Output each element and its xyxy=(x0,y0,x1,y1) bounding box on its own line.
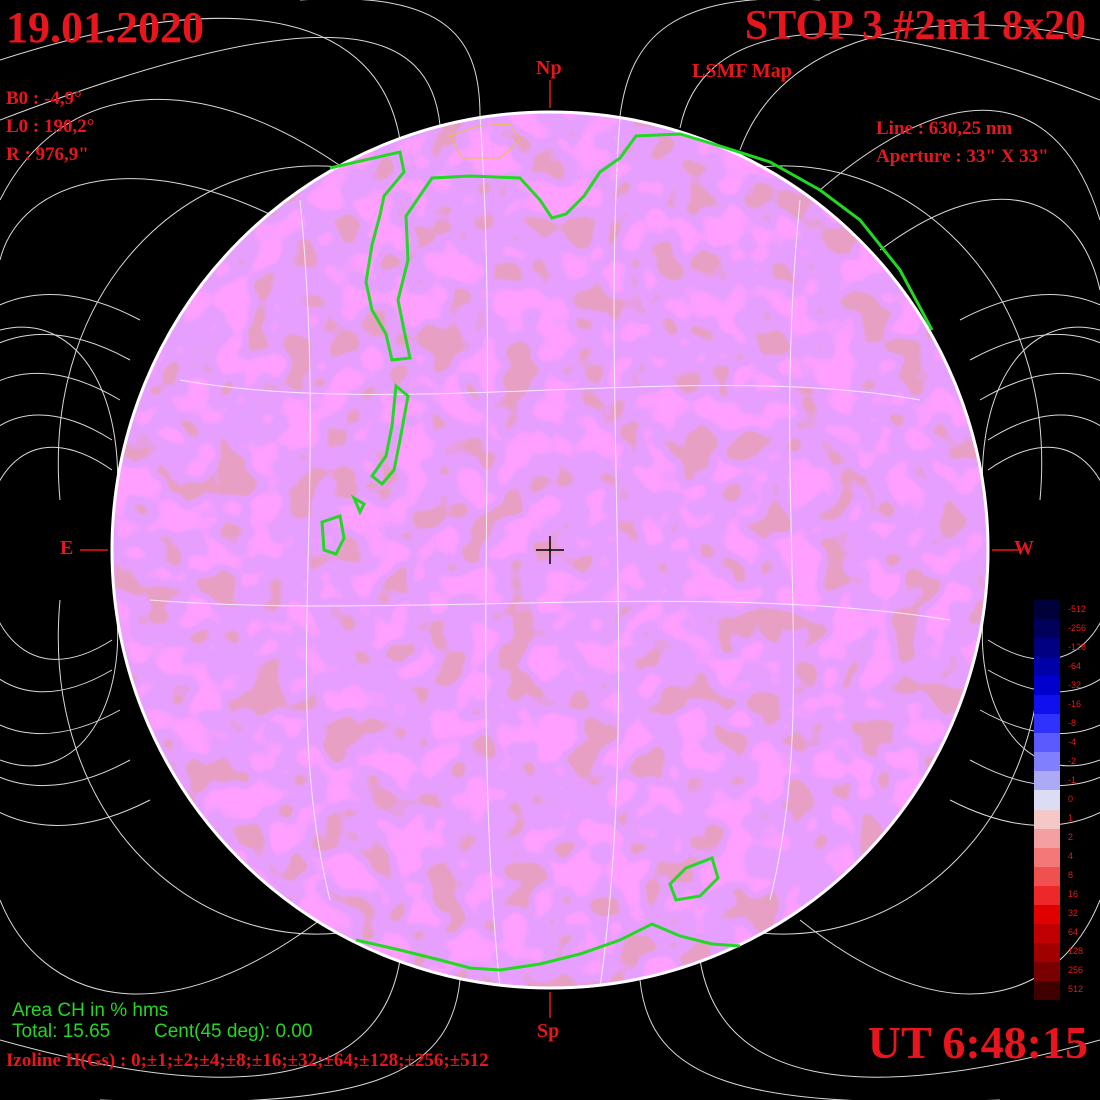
east-label: E xyxy=(60,537,74,559)
color-scale-swatch xyxy=(1034,809,1060,830)
izoline-levels: Izoline H(Gs) : 0;±1;±2;±4;±8;±16;±32;±6… xyxy=(6,1050,489,1071)
disk-limb xyxy=(110,110,990,990)
ch-area-title: Area CH in % hms xyxy=(12,1000,169,1021)
polar-contour xyxy=(449,123,521,159)
color-scale-swatch xyxy=(1034,638,1060,658)
color-scale-swatch xyxy=(1034,657,1060,677)
color-scale-swatch xyxy=(1034,904,1060,925)
color-scale-label: 8 xyxy=(1068,870,1074,881)
color-scale-swatch xyxy=(1034,866,1060,887)
west-label: W xyxy=(1014,537,1034,559)
color-scale-label: -64 xyxy=(1068,660,1082,671)
center-crosshair xyxy=(536,536,564,564)
color-scale-swatch xyxy=(1034,714,1060,734)
color-scale-swatch xyxy=(1034,847,1060,868)
color-scale-swatch xyxy=(1034,771,1060,791)
color-scale-label: -256 xyxy=(1068,622,1087,633)
color-scale-swatch xyxy=(1034,923,1060,944)
color-scale-label: 128 xyxy=(1068,946,1084,957)
color-scale-swatch xyxy=(1034,961,1060,982)
observation-title: STOP 3 #2m1 8x20 xyxy=(744,3,1086,49)
color-scale-label: -2 xyxy=(1068,755,1077,766)
axis-ticks xyxy=(80,80,1018,1018)
map-subtitle: LSMF Map xyxy=(692,60,792,82)
color-scale-label: 32 xyxy=(1068,908,1079,919)
color-scale-label: -512 xyxy=(1068,603,1087,614)
color-scale-swatch xyxy=(1034,790,1060,811)
color-scale-swatch xyxy=(1034,619,1060,639)
color-scale-swatch xyxy=(1034,752,1060,772)
color-scale-label: -4 xyxy=(1068,736,1077,747)
south-pole-label: Sp xyxy=(537,1020,560,1042)
color-scale-label: 512 xyxy=(1068,984,1084,995)
ch-area-total: Total: 15.65 xyxy=(12,1021,111,1042)
color-scale-label: 16 xyxy=(1068,889,1079,900)
param-b0: B0 : -4,9° xyxy=(6,88,82,109)
param-aperture: Aperture : 33" X 33" xyxy=(876,146,1049,167)
color-scale-label: -128 xyxy=(1068,641,1087,652)
color-scale-label: 256 xyxy=(1068,965,1084,976)
color-scale-label: 2 xyxy=(1068,832,1074,843)
color-scale-swatch xyxy=(1034,676,1060,696)
color-scale-label: 64 xyxy=(1068,927,1079,938)
color-scale-label: -1 xyxy=(1068,774,1077,785)
color-scale-label: -32 xyxy=(1068,679,1082,690)
color-scale-swatch xyxy=(1034,885,1060,906)
observation-date: 19.01.2020 xyxy=(6,3,204,52)
ut-time: UT 6:48:15 xyxy=(867,1017,1088,1068)
color-scale-label: -16 xyxy=(1068,698,1082,709)
north-pole-label: Np xyxy=(536,57,562,79)
color-scale-label: 1 xyxy=(1068,813,1074,824)
coronal-hole-contours xyxy=(320,132,934,972)
color-scale-label: -8 xyxy=(1068,717,1077,728)
color-scale-swatch xyxy=(1034,695,1060,715)
solar-disk xyxy=(112,112,988,988)
color-scale-swatch xyxy=(1034,733,1060,753)
color-scale-swatch xyxy=(1034,600,1060,620)
color-scale-swatch xyxy=(1034,942,1060,963)
color-scale-label: 0 xyxy=(1068,794,1074,804)
color-scale-swatch xyxy=(1034,828,1060,849)
color-scale-swatch xyxy=(1034,980,1060,1001)
param-radius: R : 976,9" xyxy=(6,144,89,165)
param-l0: L0 : 190,2° xyxy=(6,116,95,137)
param-line: Line : 630,25 nm xyxy=(876,118,1013,139)
color-scale-label: 4 xyxy=(1068,851,1074,862)
color-scale-bar xyxy=(1034,600,1060,1001)
ch-area-center: Cent(45 deg): 0.00 xyxy=(154,1021,313,1042)
